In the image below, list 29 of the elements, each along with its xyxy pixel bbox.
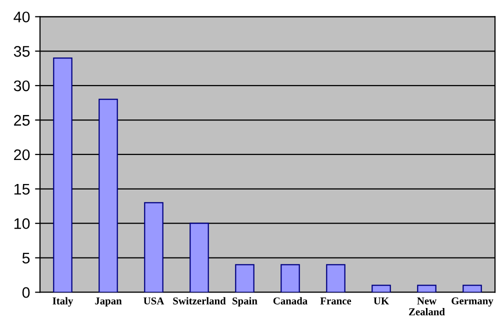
x-tick-label: USA — [144, 297, 164, 304]
y-tick-label: 5 — [22, 252, 30, 264]
x-tick-label: Germany — [452, 297, 494, 307]
y-tick-label: 25 — [14, 114, 30, 126]
x-tick-label: Canada — [273, 297, 308, 304]
x-tick-label: Spain — [232, 297, 258, 307]
x-tick-label: UK — [374, 298, 389, 304]
x-tick-label: Switzerland — [173, 297, 226, 304]
bar — [462, 284, 482, 292]
y-tick-label: 35 — [14, 46, 30, 57]
y-tick-label: 0 — [22, 287, 30, 298]
bar — [326, 264, 346, 292]
y-tick-label: 40 — [14, 12, 30, 22]
x-tick-label: New Zealand — [409, 298, 445, 316]
bar — [280, 264, 300, 292]
y-tick-label: 15 — [14, 184, 30, 195]
bar — [98, 98, 118, 292]
x-tick-label: Italy — [52, 297, 74, 307]
bar — [190, 222, 209, 292]
y-tick-label: 20 — [14, 149, 30, 160]
bar — [53, 57, 72, 292]
x-tick-label: Japan — [95, 298, 122, 307]
y-tick-label: 30 — [14, 80, 30, 92]
x-tick-label: France — [320, 298, 352, 304]
bar — [144, 202, 164, 292]
bar — [372, 284, 391, 292]
bar — [235, 264, 254, 292]
y-tick-label: 10 — [14, 218, 30, 230]
bar — [417, 284, 436, 292]
